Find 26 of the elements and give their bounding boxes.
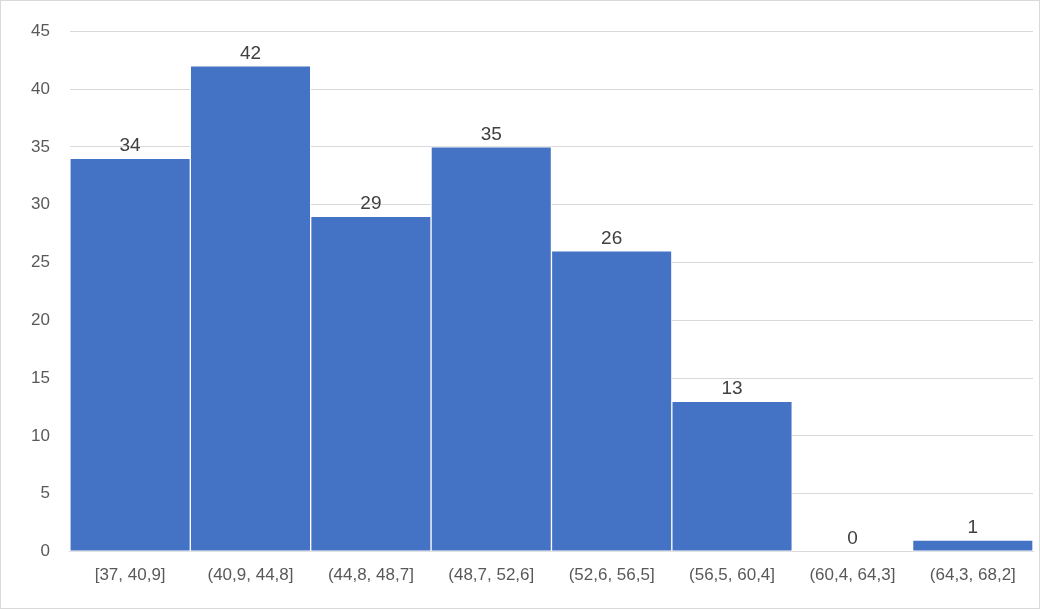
- x-tick-label: (40,9, 44,8]: [207, 565, 294, 585]
- y-tick-label: 45: [30, 20, 50, 40]
- data-label: 1: [967, 515, 979, 537]
- y-tick-label: 25: [30, 252, 50, 272]
- y-tick-label: 15: [30, 367, 50, 387]
- data-label: 0: [847, 527, 858, 549]
- x-tick-label: (52,6, 56,5]: [568, 565, 655, 585]
- x-tick-label: (56,5, 60,4]: [689, 565, 776, 585]
- y-tick-label: 10: [30, 425, 50, 445]
- data-label: 42: [239, 41, 262, 63]
- data-label: 29: [360, 191, 382, 213]
- x-tick-label: [37, 40,9]: [94, 565, 166, 585]
- x-tick-label: (48,7, 52,6]: [448, 565, 535, 585]
- data-label: 35: [480, 122, 502, 144]
- y-tick-label: 5: [40, 483, 50, 503]
- x-tick-label: (44,8, 48,7]: [327, 565, 414, 585]
- data-label: 13: [721, 377, 743, 398]
- y-tick-label: 35: [30, 136, 50, 156]
- x-tick-label: (64,3, 68,2]: [929, 565, 1016, 585]
- y-tick-label: 30: [30, 194, 50, 214]
- y-tick-label: 20: [30, 310, 50, 329]
- data-label: 34: [119, 134, 142, 156]
- data-label: 26: [601, 226, 623, 248]
- y-tick-label: 40: [30, 78, 50, 98]
- x-tick-label: (60,4, 64,3]: [809, 565, 896, 585]
- y-tick-label: 0: [40, 541, 50, 561]
